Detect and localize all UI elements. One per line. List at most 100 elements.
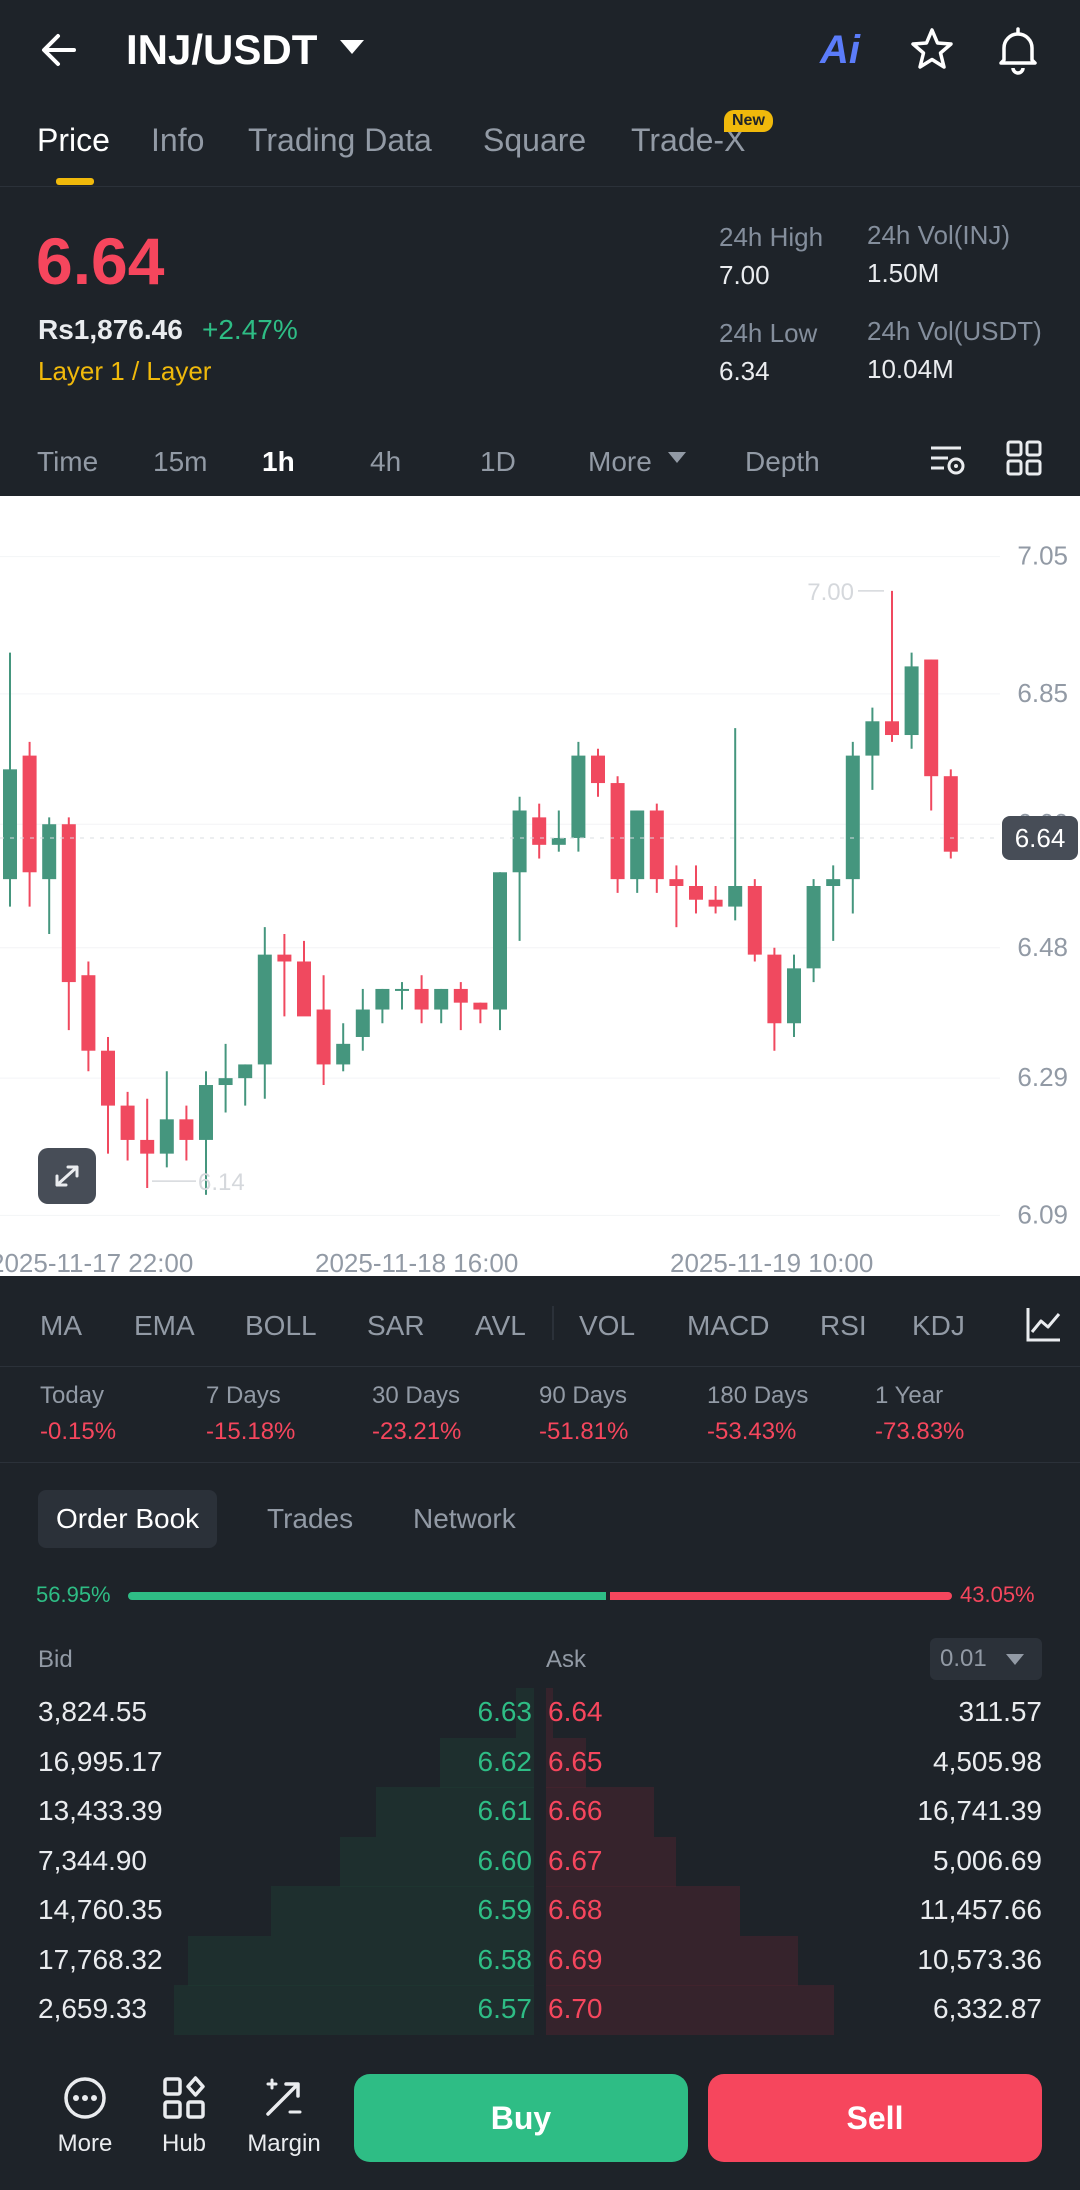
tab-trades[interactable]: Trades <box>267 1503 354 1534</box>
bid-column-header: Bid <box>38 1646 73 1673</box>
ask-quantity: 6,332.87 <box>933 1993 1042 2024</box>
price-precision-select[interactable]: 0.01 <box>930 1638 1042 1680</box>
ask-depth-bar <box>546 1737 586 1788</box>
more-dropdown-icon[interactable] <box>668 452 686 463</box>
perf-1y-label: 1 Year <box>875 1382 944 1409</box>
indicator-kdj[interactable]: KDJ <box>912 1310 965 1341</box>
candle-body <box>453 988 468 1003</box>
timeframe-depth[interactable]: Depth <box>745 446 820 477</box>
favorite-star-icon[interactable] <box>904 22 960 78</box>
ask-quantity: 5,006.69 <box>933 1844 1042 1876</box>
candle-body <box>120 1105 135 1140</box>
price-change-percent: +2.47% <box>202 314 298 345</box>
indicator-ema[interactable]: EMA <box>134 1310 195 1341</box>
indicator-vol[interactable]: VOL <box>579 1310 636 1341</box>
tab-square[interactable]: Square <box>483 122 587 158</box>
order-book-row[interactable]: 13,433.39 6.61 6.66 16,741.39 <box>0 1787 1080 1837</box>
timeframe-15m[interactable]: 15m <box>153 446 208 477</box>
perf-30d-value: -23.21% <box>372 1418 462 1445</box>
ask-price: 6.66 <box>548 1795 603 1826</box>
nav-more[interactable]: More <box>35 2074 135 2157</box>
expand-chart-icon[interactable] <box>38 1148 96 1204</box>
buy-button[interactable]: Buy <box>354 2074 688 2162</box>
bid-depth-bar <box>516 1688 534 1738</box>
tab-trading-data[interactable]: Trading Data <box>248 122 432 158</box>
bid-price: 6.59 <box>477 1894 533 1925</box>
ask-depth-bar <box>546 1836 676 1887</box>
category-tags[interactable]: Layer 1 / Layer <box>38 356 212 386</box>
order-book-row[interactable]: 16,995.17 6.62 6.65 4,505.98 <box>0 1737 1080 1788</box>
vol-base-label: 24h Vol(INJ) <box>867 220 1011 250</box>
candle-body <box>885 721 899 736</box>
nav-more-label: More <box>57 2130 113 2157</box>
candle-body <box>257 954 272 1065</box>
candle-body <box>473 1002 488 1010</box>
candle-body <box>649 810 664 880</box>
order-book-row[interactable]: 3,824.55 6.63 6.64 311.57 <box>0 1688 1080 1738</box>
timeframe-4h[interactable]: 4h <box>370 446 402 477</box>
order-book-row[interactable]: 14,760.35 6.59 6.68 11,457.66 <box>0 1886 1080 1936</box>
tab-price[interactable]: Price <box>37 122 110 158</box>
last-price: 6.64 <box>36 224 165 298</box>
candle-body <box>591 755 605 784</box>
bid-price: 6.61 <box>477 1795 533 1826</box>
pair-title[interactable]: INJ/USDT <box>126 26 318 73</box>
candle-body <box>434 988 449 1010</box>
low-24h-value: 6.34 <box>719 356 770 386</box>
perf-180d-value: -53.43% <box>707 1418 797 1445</box>
perf-1y-value: -73.83% <box>875 1418 965 1445</box>
indicator-sar[interactable]: SAR <box>367 1310 425 1341</box>
divider <box>552 1306 554 1340</box>
candle-body <box>669 879 684 886</box>
low-price-marker: 6.14 <box>198 1169 245 1196</box>
tab-network[interactable]: Network <box>413 1503 516 1534</box>
candle-body <box>3 769 17 880</box>
candle-body <box>140 1139 155 1154</box>
chart-settings-icon[interactable] <box>928 440 968 480</box>
indicator-rsi[interactable]: RSI <box>820 1310 867 1341</box>
ask-price: 6.65 <box>548 1745 603 1777</box>
sell-button[interactable]: Sell <box>708 2074 1042 2162</box>
timeframe-time[interactable]: Time <box>37 446 99 477</box>
y-axis-tick-label: 6.09 <box>1017 1199 1068 1229</box>
notification-bell-icon[interactable] <box>990 22 1046 78</box>
candle-body <box>728 886 743 907</box>
indicator-ma[interactable]: MA <box>40 1310 82 1341</box>
indicator-avl[interactable]: AVL <box>475 1310 526 1341</box>
more-icon <box>64 2077 106 2119</box>
tab-info[interactable]: Info <box>151 122 205 158</box>
order-book-row[interactable]: 17,768.32 6.58 6.69 10,573.36 <box>0 1935 1080 1986</box>
indicator-boll[interactable]: BOLL <box>245 1310 317 1341</box>
candle-body <box>943 776 958 852</box>
grid-layout-icon[interactable] <box>1006 440 1042 476</box>
pair-dropdown-icon[interactable] <box>340 40 364 54</box>
nav-margin[interactable]: Margin <box>234 2074 334 2157</box>
candle-body <box>787 968 801 1024</box>
back-arrow-icon[interactable] <box>34 22 90 78</box>
current-price-label: 6.64 <box>1015 823 1066 853</box>
order-book-row[interactable]: 2,659.33 6.57 6.70 6,332.87 <box>0 1985 1080 2035</box>
x-axis-tick-label: 2025-11-19 10:00 <box>670 1248 873 1276</box>
indicator-settings-icon[interactable] <box>1024 1304 1064 1344</box>
candle-body <box>747 886 762 955</box>
y-axis-tick-label: 6.85 <box>1017 678 1068 708</box>
order-book-row[interactable]: 7,344.90 6.60 6.67 5,006.69 <box>0 1836 1080 1887</box>
timeframe-1d[interactable]: 1D <box>480 446 516 477</box>
top-bar: INJ/USDT Ai <box>0 0 1080 98</box>
timeframe-1h[interactable]: 1h <box>262 446 295 477</box>
tab-order-book[interactable]: Order Book <box>38 1490 218 1548</box>
ask-depth-bar <box>546 1688 553 1738</box>
y-axis-tick-label: 6.29 <box>1017 1062 1068 1092</box>
fiat-price: Rs1,876.46 <box>38 314 183 345</box>
bid-depth-bar <box>440 1737 534 1788</box>
indicator-macd[interactable]: MACD <box>687 1310 770 1341</box>
ai-icon[interactable]: Ai <box>820 28 860 72</box>
bid-price: 6.60 <box>477 1844 533 1876</box>
bid-price: 6.62 <box>477 1745 533 1777</box>
timeframe-more[interactable]: More <box>588 446 652 477</box>
nav-hub[interactable]: Hub <box>134 2074 234 2157</box>
high-24h-value: 7.00 <box>719 260 770 290</box>
y-axis-tick-label: 7.05 <box>1017 541 1068 571</box>
